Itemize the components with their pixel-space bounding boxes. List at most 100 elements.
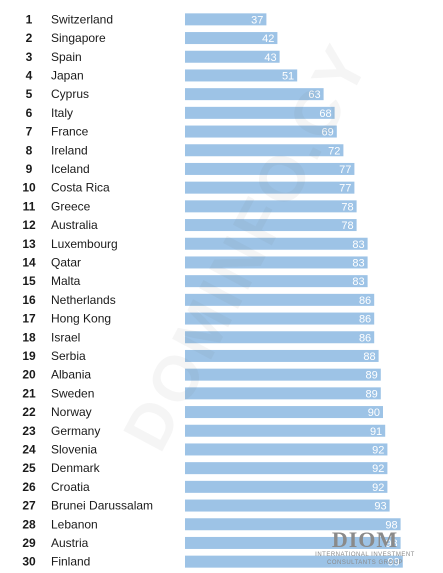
- country-label: Brunei Darussalam: [51, 499, 153, 513]
- bar: [185, 499, 390, 512]
- country-label: Iceland: [51, 162, 90, 176]
- rank-label: 21: [22, 386, 36, 400]
- value-label: 86: [359, 314, 371, 326]
- rank-label: 24: [22, 442, 36, 456]
- rank-label: 2: [26, 31, 33, 45]
- bar: [185, 462, 388, 475]
- bar: [185, 406, 383, 419]
- rank-label: 30: [22, 555, 36, 569]
- rank-label: 29: [22, 536, 36, 550]
- value-label: 78: [341, 220, 353, 232]
- value-label: 68: [319, 108, 331, 120]
- value-label: 83: [352, 239, 364, 251]
- value-label: 42: [262, 33, 274, 45]
- country-label: Qatar: [51, 255, 81, 269]
- bar: [185, 555, 403, 568]
- bar: [185, 368, 381, 381]
- country-label: Germany: [51, 424, 100, 438]
- rank-label: 25: [22, 461, 36, 475]
- country-label: Australia: [51, 218, 98, 232]
- value-label: 86: [359, 332, 371, 344]
- country-label: Japan: [51, 68, 84, 82]
- value-label: 51: [282, 70, 294, 82]
- value-label: 86: [359, 295, 371, 307]
- country-label: Italy: [51, 106, 73, 120]
- country-label: Austria: [51, 536, 89, 550]
- country-label: Netherlands: [51, 293, 116, 307]
- bar: [185, 443, 388, 456]
- country-label: Croatia: [51, 480, 90, 494]
- country-label: Albania: [51, 368, 91, 382]
- country-label: Cyprus: [51, 87, 89, 101]
- country-label: Israel: [51, 330, 80, 344]
- bar: [185, 125, 337, 138]
- rank-label: 3: [26, 50, 33, 64]
- value-label: 69: [322, 127, 334, 139]
- value-label: 90: [368, 407, 380, 419]
- country-label: Finland: [51, 555, 90, 569]
- bar: [185, 50, 280, 63]
- rank-label: 28: [22, 517, 36, 531]
- rank-label: 20: [22, 368, 36, 382]
- value-label: 83: [352, 276, 364, 288]
- rank-label: 5: [26, 87, 33, 101]
- bar: [185, 293, 375, 306]
- bar: [185, 331, 375, 344]
- rank-label: 6: [26, 106, 33, 120]
- country-label: Lebanon: [51, 517, 98, 531]
- country-label: Norway: [51, 405, 92, 419]
- value-label: 93: [374, 501, 386, 513]
- value-label: 78: [341, 201, 353, 213]
- value-label: 89: [366, 388, 378, 400]
- bar: [185, 536, 401, 549]
- rank-label: 14: [22, 255, 36, 269]
- country-label: Slovenia: [51, 442, 97, 456]
- bar: [185, 144, 344, 157]
- country-label: Sweden: [51, 386, 94, 400]
- rank-label: 23: [22, 424, 36, 438]
- rank-label: 26: [22, 480, 36, 494]
- rank-label: 11: [23, 199, 36, 213]
- bar: [185, 162, 355, 175]
- country-label: Spain: [51, 50, 82, 64]
- value-label: 43: [264, 52, 276, 64]
- value-label: 89: [366, 370, 378, 382]
- country-label: Luxembourg: [51, 237, 118, 251]
- value-label: 92: [372, 463, 384, 475]
- rank-label: 19: [22, 349, 36, 363]
- bar: [185, 200, 357, 213]
- bar: [185, 237, 368, 250]
- bar: [185, 518, 401, 531]
- bar: [185, 13, 267, 26]
- bar: [185, 219, 357, 232]
- country-label: Hong Kong: [51, 312, 111, 326]
- rank-label: 1: [26, 12, 33, 26]
- value-label: 83: [352, 257, 364, 269]
- value-label: 92: [372, 444, 384, 456]
- value-label: 91: [370, 426, 382, 438]
- bar: [185, 181, 355, 194]
- bar: [185, 106, 335, 119]
- bar: [185, 312, 375, 325]
- value-label: 77: [339, 164, 351, 176]
- rank-label: 27: [22, 499, 36, 513]
- rank-label: 4: [26, 68, 33, 82]
- country-label: Serbia: [51, 349, 86, 363]
- bar: [185, 480, 388, 493]
- bar: [185, 275, 368, 288]
- value-label: 37: [251, 14, 263, 26]
- country-label: Greece: [51, 199, 91, 213]
- rank-label: 8: [26, 143, 33, 157]
- rank-label: 22: [22, 405, 36, 419]
- bar: [185, 387, 381, 400]
- rank-label: 15: [22, 274, 36, 288]
- rank-label: 12: [22, 218, 36, 232]
- rank-label: 7: [26, 125, 33, 139]
- bar: [185, 69, 298, 82]
- value-label: 99: [388, 557, 400, 569]
- value-label: 98: [385, 538, 397, 550]
- country-label: France: [51, 125, 89, 139]
- rank-label: 17: [22, 312, 36, 326]
- bar: [185, 424, 386, 437]
- country-label: Malta: [51, 274, 81, 288]
